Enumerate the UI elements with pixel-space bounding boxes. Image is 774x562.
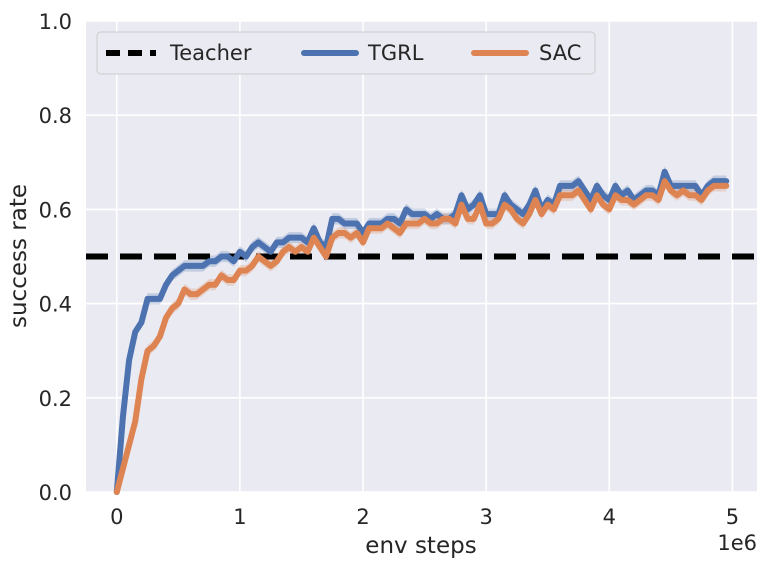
y-tick-label-0: 0.0: [39, 481, 72, 505]
legend: Teacher TGRL SAC: [96, 31, 596, 75]
plot-background: [86, 21, 757, 492]
legend-teacher-label: Teacher: [169, 41, 252, 65]
series-layer: [113, 168, 730, 495]
y-tick-label-2: 0.4: [39, 293, 72, 317]
x-tick-label-4: 4: [603, 505, 616, 529]
legend-sac-label: SAC: [539, 41, 581, 65]
x-tick-label-1: 1: [233, 505, 246, 529]
y-tick-labels: 0.0 0.2 0.4 0.6 0.8 1.0: [39, 10, 72, 505]
tgrl-line: [113, 168, 730, 495]
x-tick-label-2: 2: [356, 505, 369, 529]
y-axis-label: success rate: [6, 184, 32, 328]
x-tick-label-0: 0: [110, 505, 123, 529]
y-tick-label-3: 0.6: [39, 198, 72, 222]
y-tick-label-4: 0.8: [39, 104, 72, 128]
x-axis-offset-label: 1e6: [717, 531, 757, 555]
y-tick-label-1: 0.2: [39, 387, 72, 411]
sac-line: [113, 178, 730, 495]
x-tick-label-5: 5: [726, 505, 739, 529]
x-tick-labels: 0 1 2 3 4 5: [110, 505, 739, 529]
x-axis-label: env steps: [365, 533, 476, 559]
y-tick-label-5: 1.0: [39, 10, 72, 34]
x-tick-label-3: 3: [479, 505, 492, 529]
legend-tgrl-label: TGRL: [367, 41, 424, 65]
